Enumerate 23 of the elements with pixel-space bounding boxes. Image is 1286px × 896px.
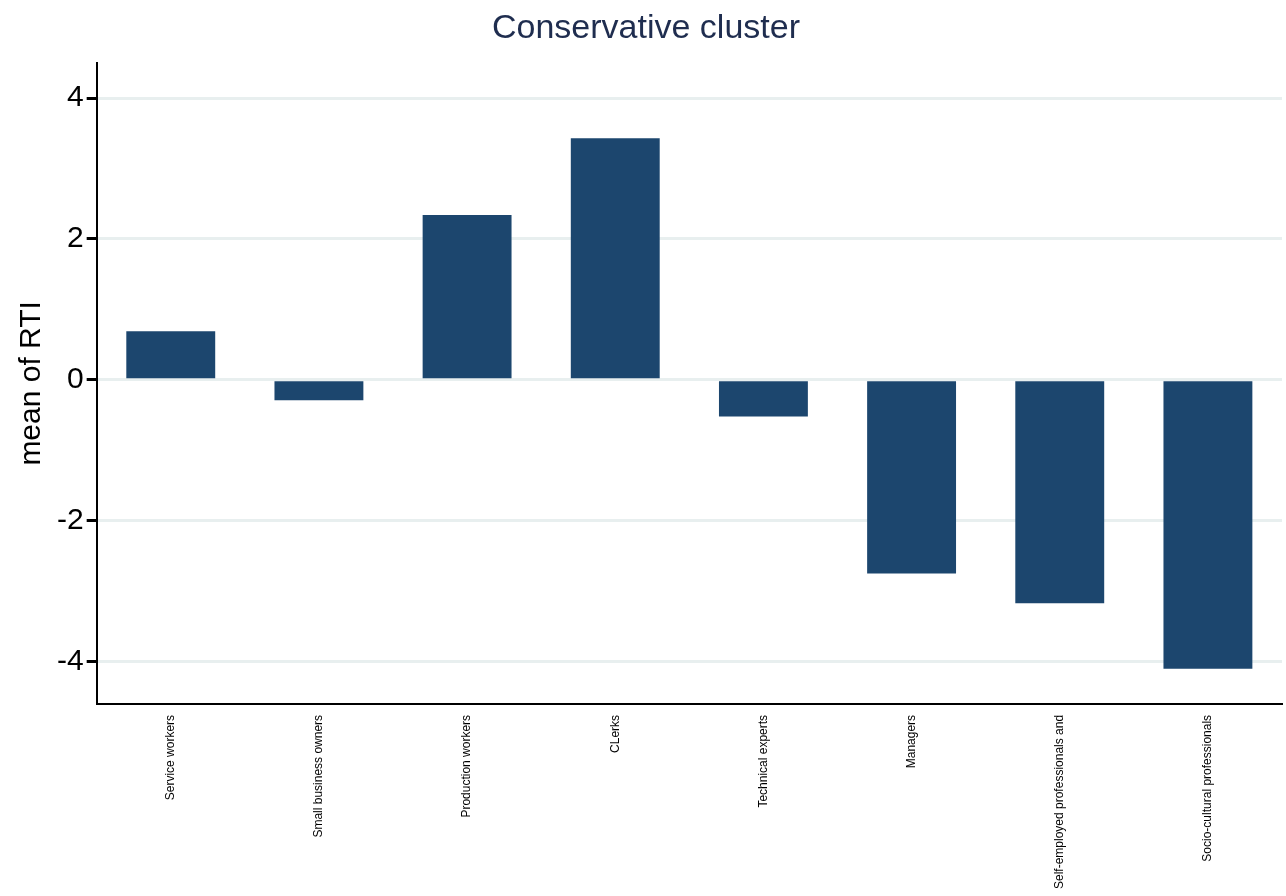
x-tick-label: Technical experts <box>755 714 770 808</box>
y-axis-title: mean of RTI <box>13 301 47 466</box>
bar <box>422 214 512 379</box>
y-tick-label: -4 <box>56 642 84 676</box>
bar <box>126 331 216 379</box>
x-tick-label: Socio-cultural professionals <box>1200 714 1215 862</box>
bar <box>718 381 808 417</box>
y-tick-label: 4 <box>66 79 84 113</box>
bar <box>1015 381 1105 604</box>
bar <box>570 138 660 379</box>
x-tick-label: Self-employed professionals and <box>1052 714 1067 890</box>
x-tick-label: CLerks <box>607 714 622 753</box>
x-tick-label: Service workers <box>163 714 178 801</box>
chart-title: Conservative cluster <box>491 6 801 45</box>
x-tick-label: Production workers <box>459 714 474 818</box>
y-tick-label: 2 <box>66 220 84 254</box>
bar <box>1163 381 1253 669</box>
bar <box>274 381 364 401</box>
y-tick-label: -2 <box>56 501 84 535</box>
x-tick-label: Small business owners <box>311 714 326 838</box>
y-tick-label: 0 <box>66 361 84 395</box>
bar <box>867 381 957 574</box>
x-tick-label: Managers <box>903 714 918 769</box>
